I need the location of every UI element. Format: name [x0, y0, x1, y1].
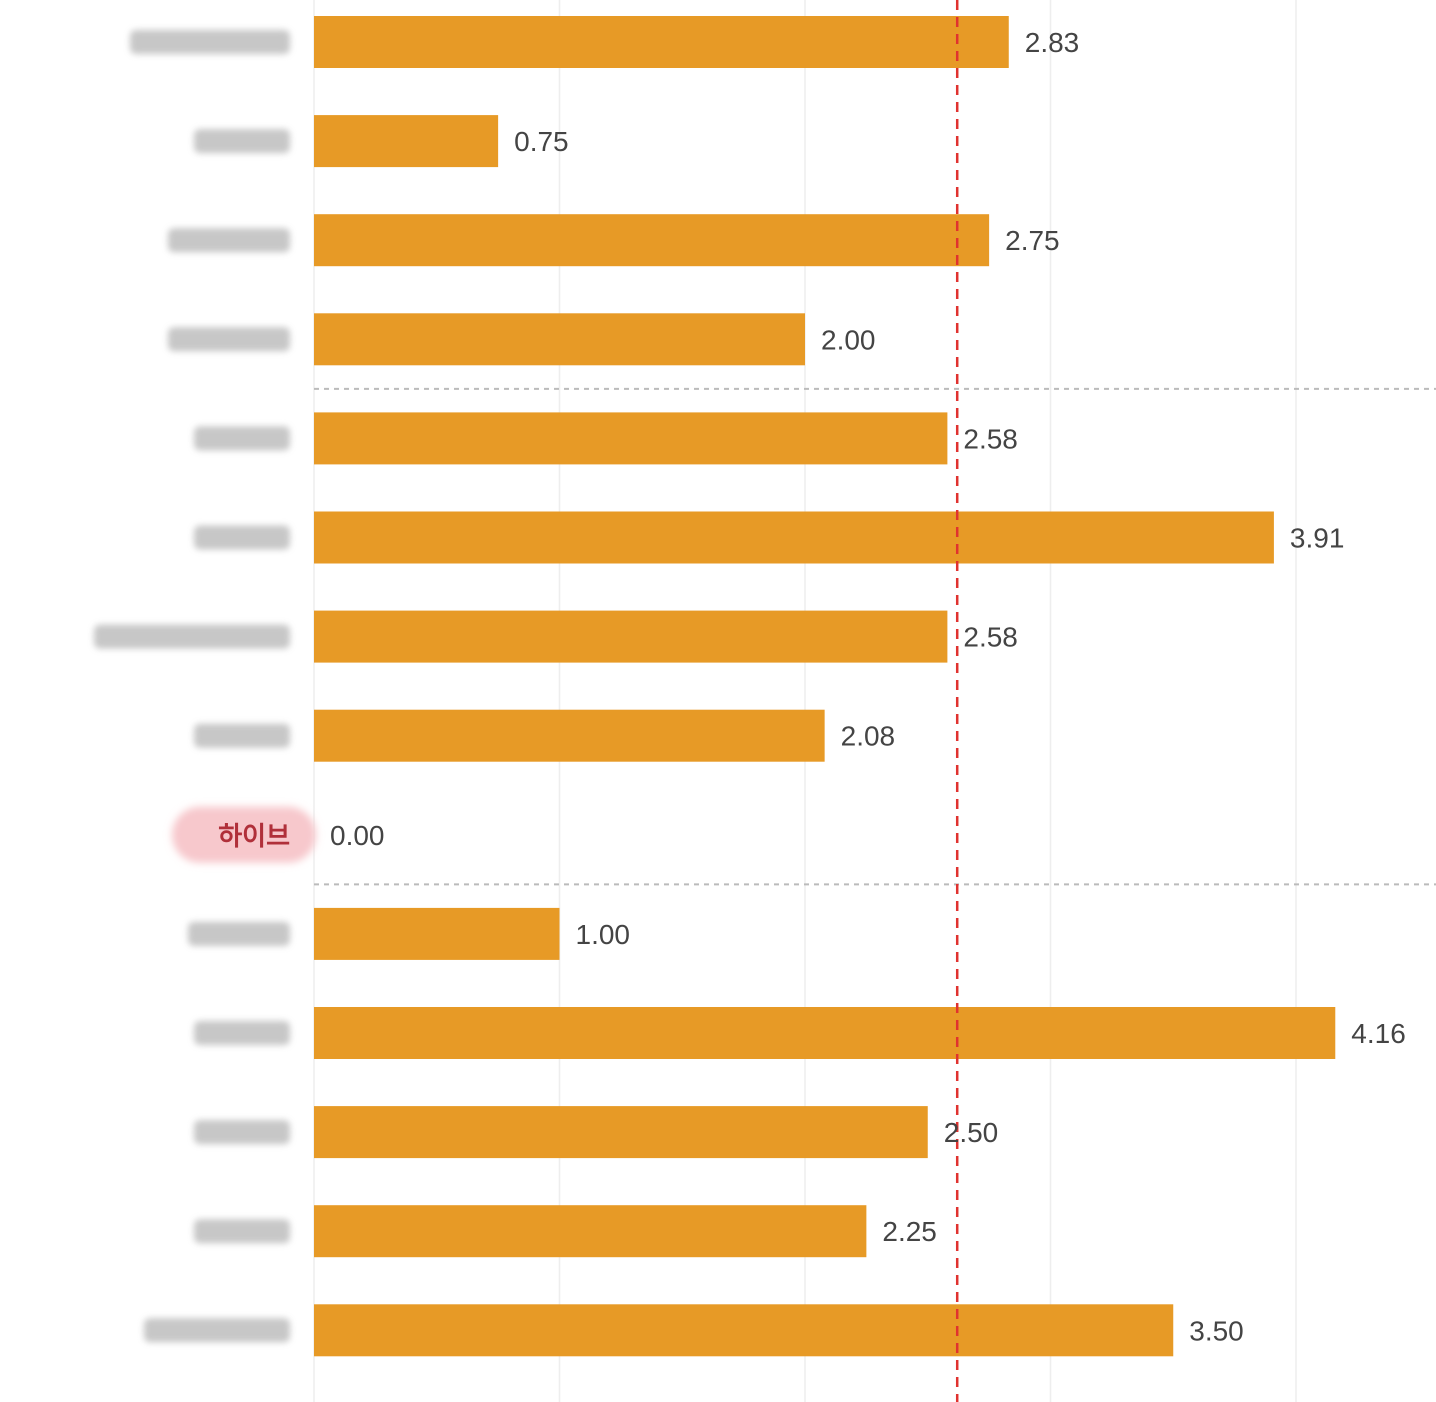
bar — [314, 610, 948, 663]
category-label-blurred — [168, 228, 290, 253]
bar — [314, 1007, 1336, 1059]
value-label: 3.50 — [1189, 1315, 1244, 1346]
group-separators — [314, 387, 1436, 886]
value-label: 0.75 — [514, 126, 569, 157]
bar — [314, 1304, 1174, 1357]
bar — [314, 1106, 928, 1159]
bars — [314, 16, 1336, 1357]
category-label-blurred — [144, 1318, 290, 1343]
value-label: 2.00 — [821, 324, 876, 355]
category-label-blurred — [194, 1120, 290, 1145]
value-label: 0.00 — [330, 820, 385, 851]
bar — [314, 214, 990, 267]
highlight-pill — [172, 806, 316, 863]
bar — [314, 412, 948, 465]
value-label: 2.58 — [963, 622, 1018, 653]
bar — [314, 1205, 867, 1258]
bar — [314, 511, 1274, 564]
bar — [314, 907, 560, 960]
labels: 2.83 0.75 2.75 2.00 2.58 3.91 2.58 2.08 0.00 하이브 1… — [94, 27, 1406, 1346]
value-label: 2.50 — [944, 1117, 999, 1148]
value-label: 2.08 — [841, 721, 896, 752]
value-label: 2.25 — [882, 1216, 937, 1247]
value-label: 4.16 — [1351, 1018, 1406, 1049]
category-label-blurred — [194, 1021, 290, 1045]
category-label-blurred — [194, 1219, 290, 1244]
value-label: 2.75 — [1005, 225, 1060, 256]
category-label-blurred — [194, 426, 290, 451]
category-label-blurred — [194, 129, 290, 154]
category-label-blurred — [94, 624, 290, 649]
value-label: 2.58 — [963, 423, 1018, 454]
category-label-highlighted: 하이브 — [218, 822, 290, 852]
category-label-blurred — [194, 525, 290, 550]
bar — [314, 709, 825, 762]
category-label-blurred — [168, 327, 290, 352]
category-label-blurred — [130, 30, 290, 54]
bar — [314, 115, 499, 168]
bar — [314, 313, 805, 366]
bar — [314, 16, 1009, 68]
category-label-blurred — [188, 921, 290, 946]
value-label: 2.83 — [1025, 27, 1080, 58]
value-label: 3.91 — [1290, 523, 1345, 554]
gridlines — [313, 0, 1297, 1402]
value-label: 1.00 — [576, 919, 631, 950]
category-label-blurred — [194, 723, 290, 748]
